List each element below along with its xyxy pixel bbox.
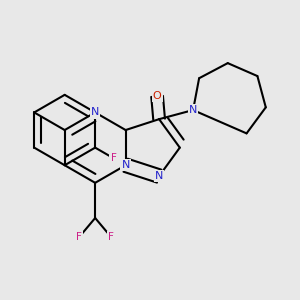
Text: F: F bbox=[76, 232, 82, 242]
Text: N: N bbox=[189, 105, 197, 115]
Text: N: N bbox=[91, 107, 99, 117]
Text: N: N bbox=[122, 160, 130, 170]
Text: O: O bbox=[153, 92, 161, 101]
Text: F: F bbox=[108, 232, 114, 242]
Text: F: F bbox=[110, 153, 116, 163]
Text: N: N bbox=[155, 171, 163, 181]
